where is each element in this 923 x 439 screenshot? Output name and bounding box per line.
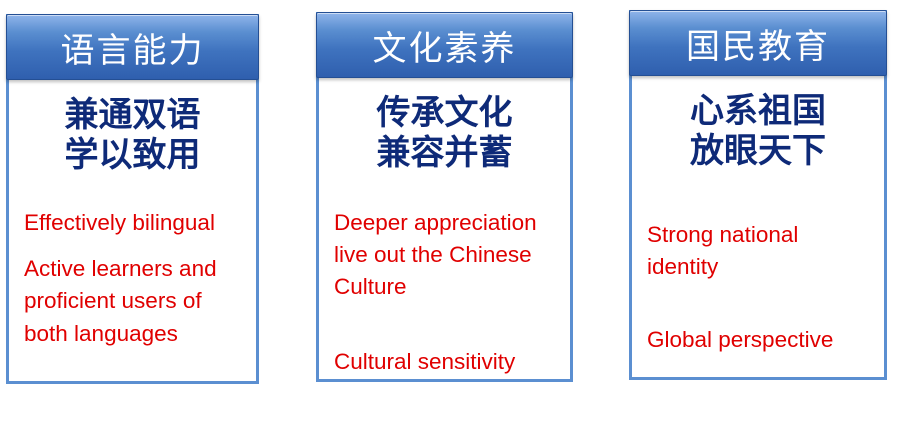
card-point: Effectively bilingual — [24, 210, 215, 235]
card-body: Strong national identity Global perspect… — [647, 219, 872, 371]
card-point: Deeper appreciation live out the Chinese… — [334, 210, 537, 300]
card-body: Deeper appreciation live out the Chinese… — [334, 207, 558, 392]
card-body: Effectively bilingual Active learners an… — [24, 207, 244, 364]
card-point: Cultural sensitivity — [334, 348, 516, 374]
card-language-ability: 语言能力 兼通双语 学以致用 Effectively bilingual Act… — [6, 14, 259, 384]
card-subtitle: 兼通双语 学以致用 — [64, 95, 201, 176]
card-national-education: 国民教育 心系祖国 放眼天下 Strong national identity … — [629, 10, 887, 380]
card-point: Active learners and proficient users of … — [24, 256, 217, 346]
card-cultural-literacy: 文化素养 传承文化 兼容并蓄 Deeper appreciation live … — [316, 12, 573, 382]
card-point: Strong national identity — [647, 222, 799, 280]
card-subtitle: 传承文化 兼容并蓄 — [376, 93, 513, 174]
card-subtitle: 心系祖国 放眼天下 — [690, 91, 826, 172]
card-header: 国民教育 — [629, 10, 887, 76]
card-point: Global perspective — [647, 327, 834, 353]
card-header: 语言能力 — [6, 14, 259, 80]
card-header: 文化素养 — [316, 12, 573, 78]
